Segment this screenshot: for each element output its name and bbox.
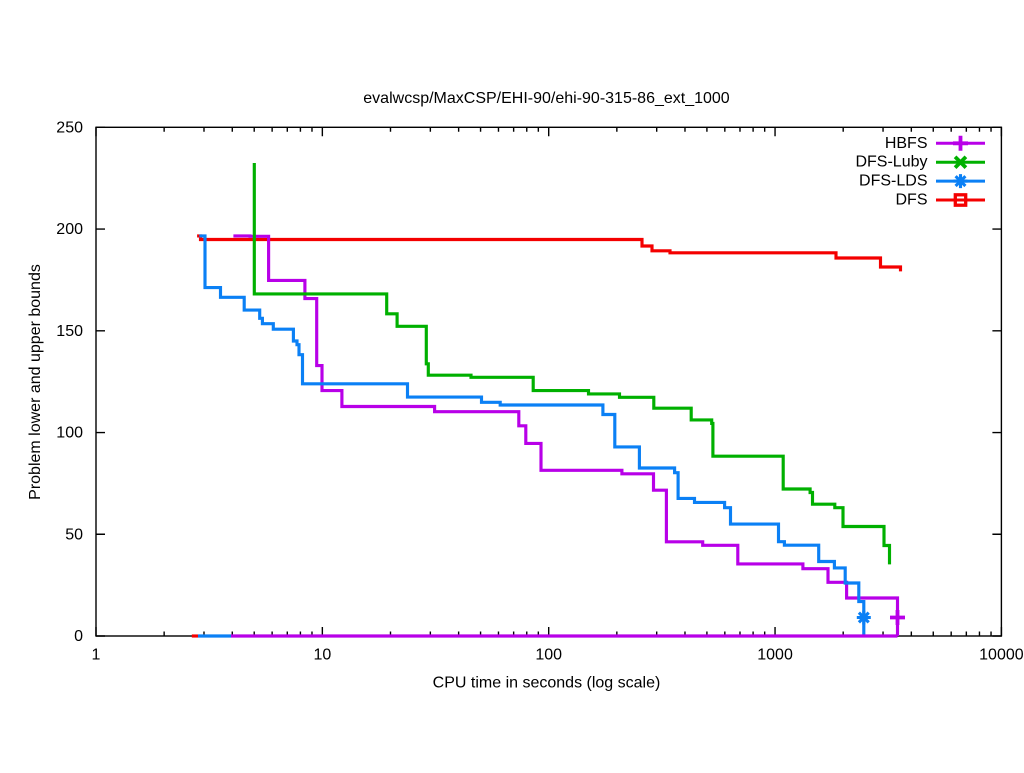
svg-text:0: 0 bbox=[74, 628, 83, 645]
svg-text:50: 50 bbox=[65, 526, 83, 543]
svg-text:Problem lower and upper bounds: Problem lower and upper bounds bbox=[27, 264, 44, 500]
svg-text:250: 250 bbox=[56, 120, 83, 137]
svg-text:200: 200 bbox=[56, 221, 83, 238]
svg-text:DFS-LDS: DFS-LDS bbox=[859, 173, 927, 190]
svg-text:150: 150 bbox=[56, 323, 83, 340]
svg-text:DFS-Luby: DFS-Luby bbox=[855, 154, 927, 171]
svg-text:CPU time in seconds (log scale: CPU time in seconds (log scale) bbox=[433, 675, 661, 692]
svg-text:HBFS: HBFS bbox=[885, 135, 928, 152]
svg-text:1: 1 bbox=[92, 647, 101, 664]
svg-text:1000: 1000 bbox=[757, 647, 793, 664]
svg-text:100: 100 bbox=[56, 425, 83, 442]
svg-text:10: 10 bbox=[313, 647, 331, 664]
svg-text:evalwcsp/MaxCSP/EHI-90/ehi-90-: evalwcsp/MaxCSP/EHI-90/ehi-90-315-86_ext… bbox=[363, 90, 730, 107]
svg-text:DFS: DFS bbox=[896, 192, 928, 209]
svg-text:10000: 10000 bbox=[979, 647, 1024, 664]
svg-text:100: 100 bbox=[535, 647, 562, 664]
